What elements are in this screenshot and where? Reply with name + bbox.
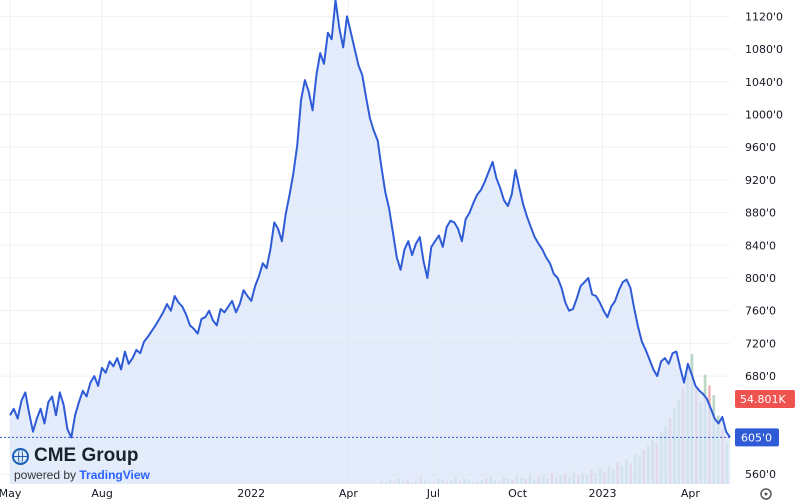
x-tick-label: Apr [681,487,701,500]
x-tick-label: Aug [91,487,112,500]
x-tick-label: Jul [426,487,440,500]
price-tag-label: 605'0 [741,431,772,444]
y-tick-label: 1040'0 [745,76,783,89]
y-tick-label: 800'0 [745,272,776,285]
y-tick-label: 1120'0 [745,10,783,23]
price-tags: 54.801K 605'0 [735,389,795,447]
volume-tag-label: 54.801K [740,393,786,406]
settings-gear-icon[interactable] [760,488,772,500]
y-tick-label: 840'0 [745,239,776,252]
cme-logo-mark: CME Group [12,446,172,466]
cme-logo-name: CME Group [34,445,139,466]
x-tick-label: 2023 [589,487,617,500]
price-series-line [9,0,731,439]
price-area-fill [10,0,730,484]
y-tick-label: 960'0 [745,141,776,154]
x-tick-label: 2022 [237,487,265,500]
y-axis: 560'0 680'0 720'0 760'0 800'0 840'0 880'0 920'0… [745,10,783,481]
globe-icon [12,447,29,465]
y-tick-label: 760'0 [745,305,776,318]
x-tick-label: May [0,487,22,500]
x-tick-label: Oct [508,487,528,500]
y-tick-label: 1080'0 [745,43,783,56]
cme-group-logo[interactable]: CME Group powered by TradingView [12,446,172,482]
volume-tag-bg [735,389,795,408]
x-axis: May Aug 2022 Apr Jul Oct 2023 Apr [0,487,700,500]
powered-by-label: powered by [14,468,77,482]
tradingview-label: TradingView [79,468,150,482]
y-tick-label: 680'0 [745,370,776,383]
y-tick-label: 880'0 [745,207,776,220]
price-tag-bg [735,428,779,447]
y-tick-label: 560'0 [745,468,776,481]
y-tick-label: 920'0 [745,174,776,187]
y-tick-label: 720'0 [745,337,776,350]
y-tick-label: 1000'0 [745,108,783,121]
powered-by-tradingview: powered by TradingView [14,468,172,482]
x-tick-label: Apr [339,487,359,500]
